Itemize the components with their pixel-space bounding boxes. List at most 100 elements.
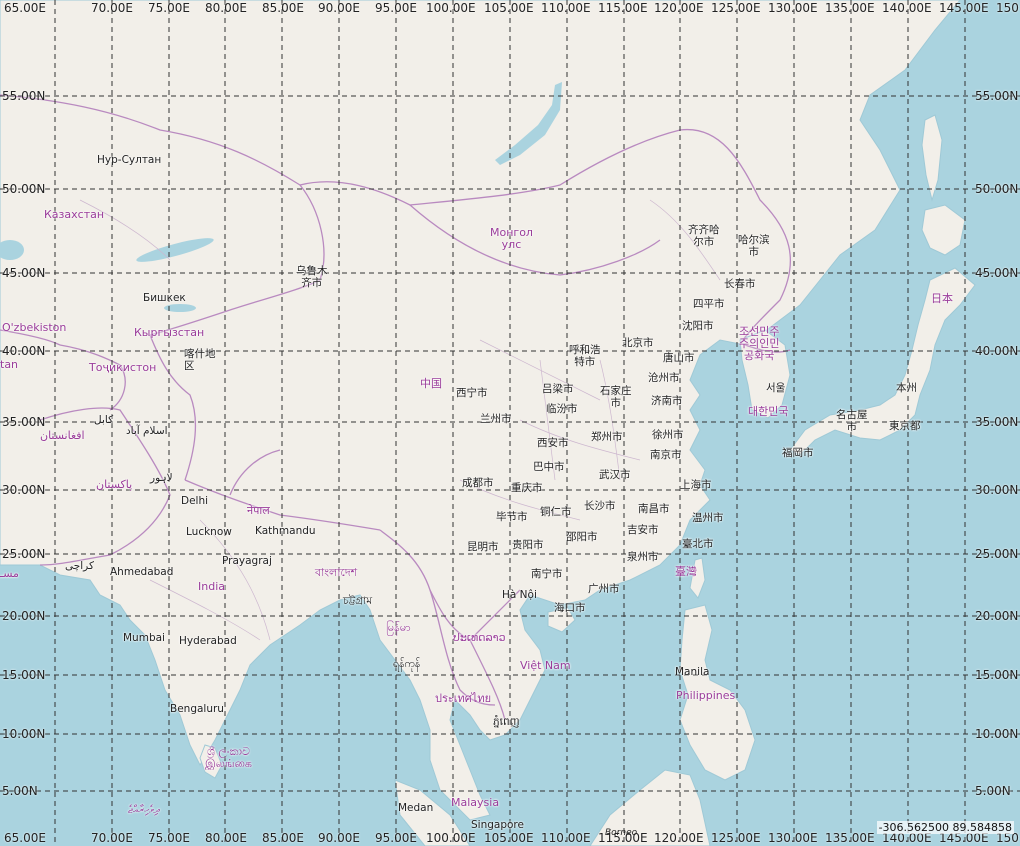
city-label-bengaluru: Bengaluru (170, 703, 224, 715)
country-label-kg: Кыргызстан (134, 326, 205, 339)
hainan-land (547, 607, 576, 633)
city-label-haikou: 海口市 (554, 602, 586, 614)
lat-label-left: 40.00N (2, 344, 46, 358)
city-label-guiyang: 贵阳市 (512, 539, 544, 551)
lon-label: 130.00E (768, 1, 818, 15)
lon-label: 115.00E (598, 1, 648, 15)
city-label-hanoi: Hà Nội (502, 589, 537, 601)
lon-label: 110.00E (541, 831, 591, 845)
city-label-lanzhou: 兰州市 (480, 413, 512, 425)
lat-label-right: 15.00N (975, 668, 1019, 682)
lat-label-right: 40.00N (975, 344, 1019, 358)
coordinate-readout: -306.562500 89.584858 (876, 821, 1014, 834)
city-label-nanning: 南宁市 (531, 568, 563, 580)
city-label-chengdu: 成都市 (462, 477, 494, 489)
lon-label: 120.00E (654, 831, 704, 845)
lat-label-left: 10.00N (2, 727, 46, 741)
aral-sea (0, 240, 24, 260)
lat-label-left: 5.00N (2, 784, 38, 798)
country-label-vn: Việt Nam (520, 659, 571, 672)
city-label-bazhong: 巴中市 (533, 461, 565, 473)
city-label-siping: 四平市 (693, 298, 725, 310)
country-label-la: ປະເທດລາວ (453, 631, 506, 644)
lon-label: 80.00E (205, 831, 247, 845)
country-label-in: India (198, 580, 225, 593)
city-label-honshu: 本州 (896, 382, 917, 394)
lon-label: 100.00E (426, 831, 476, 845)
city-label-nagoya: 名古屋 市 (836, 409, 868, 433)
city-label-changchun: 长春市 (724, 278, 756, 290)
country-label-mm: မြန်မာ (386, 621, 411, 634)
country-label-pk: پاکستان (96, 478, 133, 491)
city-label-jian: 吉安市 (627, 524, 659, 536)
country-label-tw: 臺灣 (675, 565, 697, 578)
lat-label-right: 55.00N (975, 89, 1019, 103)
city-label-prayagraj: Prayagraj (222, 555, 272, 567)
lake-issyk-kul (164, 304, 196, 312)
lat-label-left: 55.00N (2, 89, 46, 103)
city-label-hohhot: 呼和浩 特市 (569, 344, 601, 368)
lat-label-right: 10.00N (975, 727, 1019, 741)
taiwan-land (689, 557, 706, 599)
lon-label: 90.00E (318, 1, 360, 15)
lon-label: 110.00E (541, 1, 591, 15)
hokkaido-land (921, 204, 966, 256)
city-label-nanchang: 南昌市 (638, 503, 670, 515)
country-label-af: افغانستان (40, 429, 85, 442)
city-label-wenzhou: 温州市 (692, 512, 724, 524)
lon-label: 105.00E (484, 831, 534, 845)
island-label-borneo: Borneo (605, 828, 638, 838)
lake-balkhash (136, 238, 214, 262)
city-label-linfen: 临汾市 (546, 403, 578, 415)
city-label-tongren: 铜仁市 (540, 506, 572, 518)
country-label-th: ประเทศไทย (435, 692, 492, 705)
lat-label-right: 35.00N (975, 415, 1019, 429)
lon-label: 65.00E (4, 1, 46, 15)
city-label-shanghai: 上海市 (680, 479, 712, 491)
city-label-cangzhou: 沧州市 (648, 372, 680, 384)
lat-label-right: 20.00N (975, 609, 1019, 623)
city-label-xuzhou: 徐州市 (652, 429, 684, 441)
city-label-harbin: 哈尔滨 市 (738, 234, 770, 258)
city-label-shaoyang: 邵阳市 (566, 531, 598, 543)
sri-lanka-land (199, 744, 223, 779)
country-label-kp: 조선민주 주의인민 공화국 (739, 325, 780, 362)
city-label-shijiazhuang: 石家庄 市 (600, 385, 632, 409)
city-label-lvliang: 吕梁市 (542, 383, 574, 395)
city-label-yangon: ရန်ကုန် (393, 658, 421, 670)
city-label-nanjing: 南京市 (650, 449, 682, 461)
lon-label: 100.00E (426, 1, 476, 15)
lon-label: 95.00E (375, 1, 417, 15)
lon-label: 115.00E (598, 831, 648, 845)
lon-label: 125.00E (711, 1, 761, 15)
lon-label: 65.00E (4, 831, 46, 845)
lon-label: 135.00E (825, 831, 875, 845)
country-label-my: Malaysia (451, 796, 500, 809)
country-label-tj: Тоҷикистон (89, 361, 157, 374)
city-label-quanzhou: 泉州市 (627, 551, 659, 563)
country-label-om: مسـ (0, 567, 19, 580)
lon-label: 120.00E (654, 1, 704, 15)
lat-label-left: 45.00N (2, 266, 46, 280)
city-label-zhengzhou: 郑州市 (591, 431, 623, 443)
city-label-medan: Medan (398, 802, 434, 814)
lat-label-left: 30.00N (2, 483, 46, 497)
philippines-land (679, 604, 756, 781)
lon-label: 105.00E (484, 1, 534, 15)
country-borders (0, 94, 792, 721)
city-label-fukuoka: 福岡市 (782, 447, 814, 459)
lon-label: 70.00E (91, 831, 133, 845)
city-label-kunming: 昆明市 (467, 541, 499, 553)
city-label-tokyo: 東京都 (889, 420, 921, 432)
city-label-kabul: كابل (94, 414, 114, 426)
lat-label-right: 5.00N (975, 784, 1011, 798)
lon-label: 85.00E (262, 831, 304, 845)
city-label-astana: Нур-Султан (97, 154, 162, 166)
country-label-bd: বাংলাদেশ (315, 566, 358, 579)
lon-label: 95.00E (375, 831, 417, 845)
city-label-chongqing: 重庆市 (511, 482, 543, 494)
city-label-kathmandu: Kathmandu (255, 525, 316, 537)
lon-label: 85.00E (262, 1, 304, 15)
